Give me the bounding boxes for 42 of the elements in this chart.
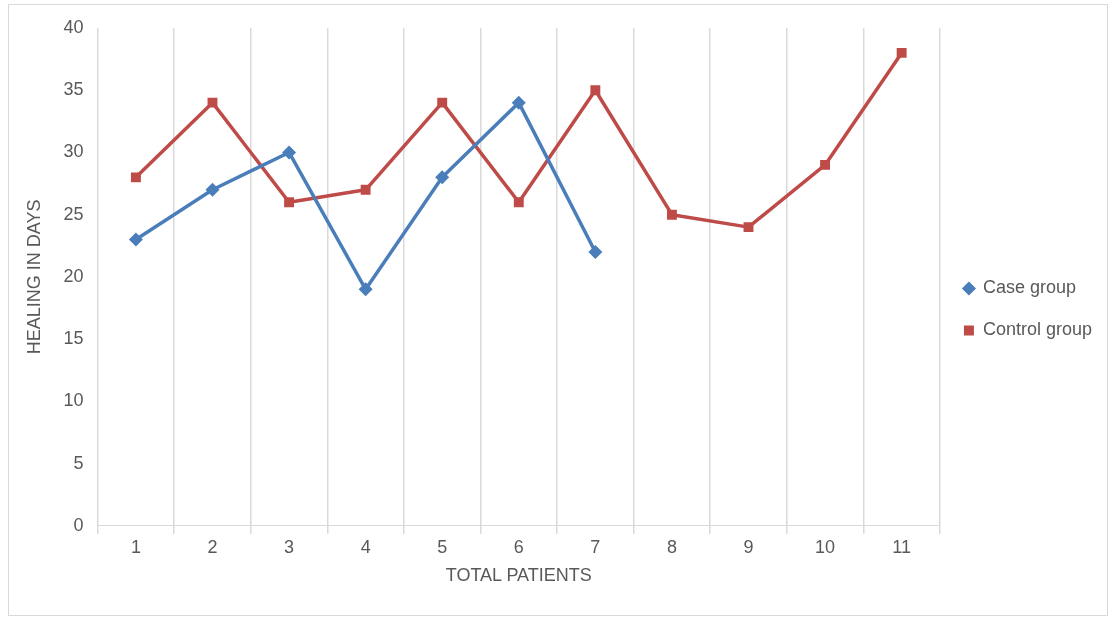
legend-label: Control group <box>982 319 1093 340</box>
y-tick-label: 5 <box>73 452 84 473</box>
x-tick-label: 6 <box>513 536 524 557</box>
point <box>205 182 220 197</box>
x-tick-label: 3 <box>284 536 295 557</box>
x-tick-label: 5 <box>437 536 448 557</box>
point <box>360 184 371 195</box>
y-tick-label: 0 <box>73 514 84 535</box>
x-tick-label: 4 <box>360 536 371 557</box>
point <box>435 170 450 185</box>
point <box>130 172 141 183</box>
point <box>437 97 448 108</box>
x-axis-title: TOTAL PATIENTS <box>445 565 592 586</box>
y-tick-label: 15 <box>63 328 84 349</box>
x-tick-label: 9 <box>743 536 754 557</box>
y-tick-label: 30 <box>63 141 84 162</box>
point <box>358 282 373 297</box>
y-axis-title: HEALING IN DAYS <box>23 199 44 355</box>
point <box>284 197 295 208</box>
x-tick-label: 2 <box>207 536 218 557</box>
point <box>282 145 297 160</box>
point <box>513 197 524 208</box>
point <box>896 47 907 58</box>
point <box>128 232 143 247</box>
x-tick-label: 10 <box>815 536 836 557</box>
point <box>743 222 754 233</box>
point <box>588 245 603 260</box>
y-tick-label: 40 <box>63 16 84 37</box>
point <box>511 95 526 110</box>
y-tick-label: 35 <box>63 79 84 100</box>
point <box>666 209 677 220</box>
legend-label: Case group <box>982 277 1076 298</box>
point <box>820 159 831 170</box>
x-tick-label: 1 <box>130 536 141 557</box>
x-tick-label: 7 <box>590 536 601 557</box>
y-tick-label: 10 <box>63 390 84 411</box>
point <box>590 85 601 96</box>
point <box>207 97 218 108</box>
y-tick-label: 20 <box>63 265 84 286</box>
y-tick-label: 25 <box>63 203 84 224</box>
x-tick-label: 8 <box>666 536 677 557</box>
x-tick-label: 11 <box>892 536 911 557</box>
